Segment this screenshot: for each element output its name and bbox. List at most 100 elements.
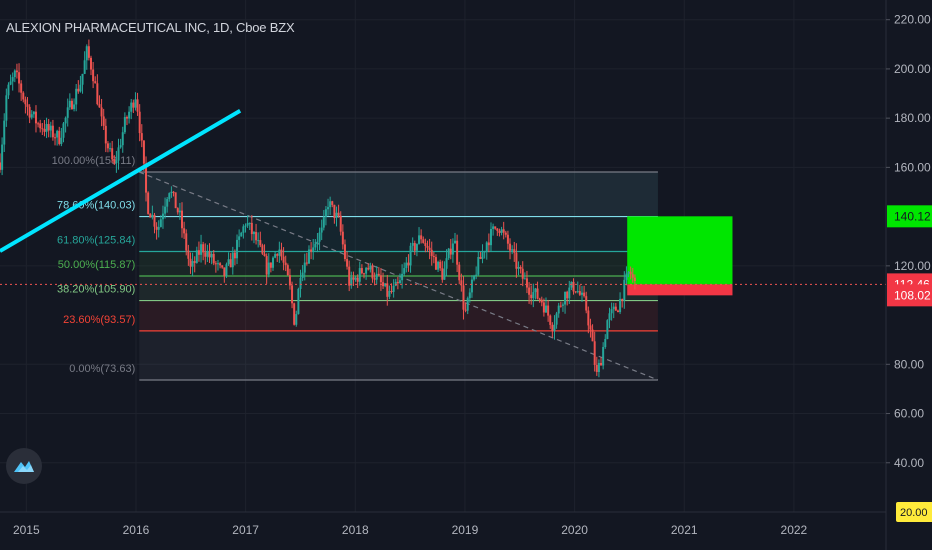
- price-label-text: 108.02: [894, 288, 931, 302]
- candle-body: [5, 95, 8, 121]
- candle-body: [324, 209, 327, 217]
- candle-body: [102, 116, 105, 126]
- candle-body: [346, 259, 349, 267]
- candle-body: [138, 111, 141, 134]
- candle-body: [418, 235, 421, 244]
- candle-body: [250, 222, 253, 235]
- fib-level-label: 50.00%(115.87): [58, 259, 135, 271]
- candle-body: [519, 266, 522, 269]
- candle-body: [432, 256, 435, 258]
- candle-body: [11, 77, 14, 82]
- candle-body: [223, 267, 226, 276]
- logo-glyph: [14, 461, 34, 472]
- candle-body: [621, 298, 624, 301]
- candle-body: [204, 252, 207, 257]
- candle-body: [318, 232, 321, 242]
- candle-body: [631, 274, 634, 278]
- candle-body: [145, 163, 148, 193]
- candle-body: [157, 226, 160, 230]
- candle-body: [451, 243, 454, 255]
- candle-body: [246, 223, 249, 226]
- candle-body: [398, 280, 401, 284]
- candle-body: [407, 262, 410, 266]
- x-tick-label: 2019: [452, 523, 479, 537]
- candle-body: [511, 249, 514, 251]
- candle-body: [517, 266, 520, 269]
- candle-body: [377, 273, 380, 276]
- candle-body: [327, 207, 330, 210]
- candle-body: [142, 140, 145, 164]
- candle-body: [269, 262, 272, 268]
- candle-body: [227, 259, 230, 265]
- candle-body: [382, 282, 385, 287]
- candle-body: [396, 281, 399, 284]
- candle-body: [623, 279, 626, 301]
- candle-body: [216, 263, 219, 265]
- candle-body: [272, 257, 275, 268]
- candle-body: [119, 145, 122, 148]
- candle-body: [257, 240, 260, 242]
- y-tick-label: 220.00: [894, 13, 931, 27]
- candle-body: [496, 228, 499, 231]
- candle-body: [117, 147, 120, 161]
- candle-body: [274, 254, 277, 258]
- candle-body: [515, 252, 518, 269]
- candle-body: [365, 267, 368, 274]
- candle-body: [437, 261, 440, 270]
- candle-body: [70, 100, 73, 110]
- candle-body: [462, 285, 465, 310]
- candle-body: [585, 296, 588, 311]
- candle-body: [297, 288, 300, 315]
- candle-body: [0, 162, 1, 170]
- candle-body: [401, 273, 404, 281]
- candle-body: [128, 111, 131, 119]
- candle-body: [244, 225, 247, 227]
- long-position-target-zone: [627, 216, 733, 285]
- candle-body: [322, 216, 325, 228]
- candle-body: [187, 250, 190, 259]
- candle-body: [39, 123, 42, 129]
- candle-body: [77, 88, 80, 92]
- candle-body: [208, 251, 211, 258]
- candle-body: [286, 265, 289, 276]
- candle-body: [559, 305, 562, 307]
- candle-body: [73, 104, 76, 110]
- candle-body: [183, 228, 186, 234]
- candle-body: [252, 232, 255, 235]
- candle-body: [195, 250, 198, 263]
- tradingview-logo-icon[interactable]: [6, 448, 42, 484]
- x-tick-label: 2016: [123, 523, 150, 537]
- candle-body: [439, 261, 442, 269]
- candle-body: [500, 229, 503, 233]
- candle-body: [130, 102, 133, 112]
- candle-body: [475, 274, 478, 276]
- candles: [0, 39, 636, 378]
- candle-body: [316, 241, 319, 244]
- candle-body: [600, 362, 603, 366]
- candle-body: [66, 107, 69, 118]
- fib-level-label: 0.00%(73.63): [69, 363, 135, 375]
- candle-body: [614, 306, 617, 311]
- fib-level-label: 61.80%(125.84): [57, 234, 135, 246]
- candle-body: [115, 160, 118, 164]
- fib-level-label: 100.00%(158.11): [52, 155, 136, 167]
- candle-body: [284, 262, 287, 266]
- candle-body: [104, 125, 107, 144]
- y-tick-label: 60.00: [894, 407, 924, 421]
- candle-body: [466, 298, 469, 311]
- candle-body: [538, 298, 541, 300]
- candle-body: [545, 305, 548, 313]
- candle-body: [136, 99, 139, 112]
- candle-body: [549, 315, 552, 325]
- candle-body: [81, 73, 84, 85]
- candle-body: [60, 137, 63, 144]
- candle-body: [564, 291, 567, 305]
- candle-body: [233, 252, 236, 259]
- candle-body: [542, 302, 545, 313]
- candle-body: [477, 257, 480, 275]
- candle-body: [454, 240, 457, 244]
- candle-body: [170, 191, 173, 194]
- fib-level-label: 23.60%(93.57): [63, 314, 135, 326]
